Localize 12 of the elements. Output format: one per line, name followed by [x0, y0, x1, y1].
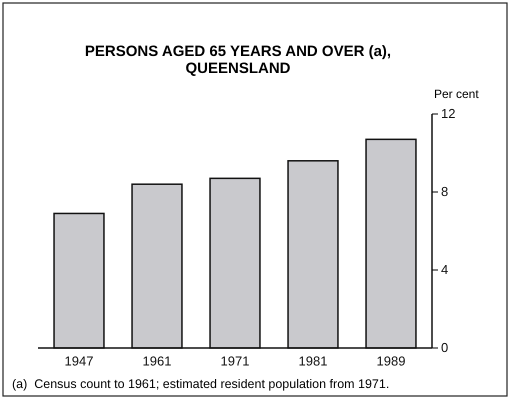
y-tick-label: 12 — [441, 106, 456, 122]
x-tick-label: 1971 — [220, 353, 250, 368]
text: (a) Census count to 1961; estimated resident population from 1971. — [12, 377, 390, 391]
y-tick-label: 0 — [441, 340, 448, 356]
y-axis-title: Per cent — [434, 87, 480, 101]
x-tick-label: 1989 — [376, 353, 406, 368]
y-tick-label: 8 — [441, 184, 448, 200]
x-tick-label: 1947 — [64, 353, 94, 368]
x-tick-label: 1981 — [298, 353, 328, 368]
chart-title: PERSONS AGED 65 YEARS AND OVER (a), QUEENSLAND — [84, 43, 392, 77]
x-tick-label: 1961 — [142, 353, 172, 368]
y-tick-label: 4 — [441, 262, 448, 278]
